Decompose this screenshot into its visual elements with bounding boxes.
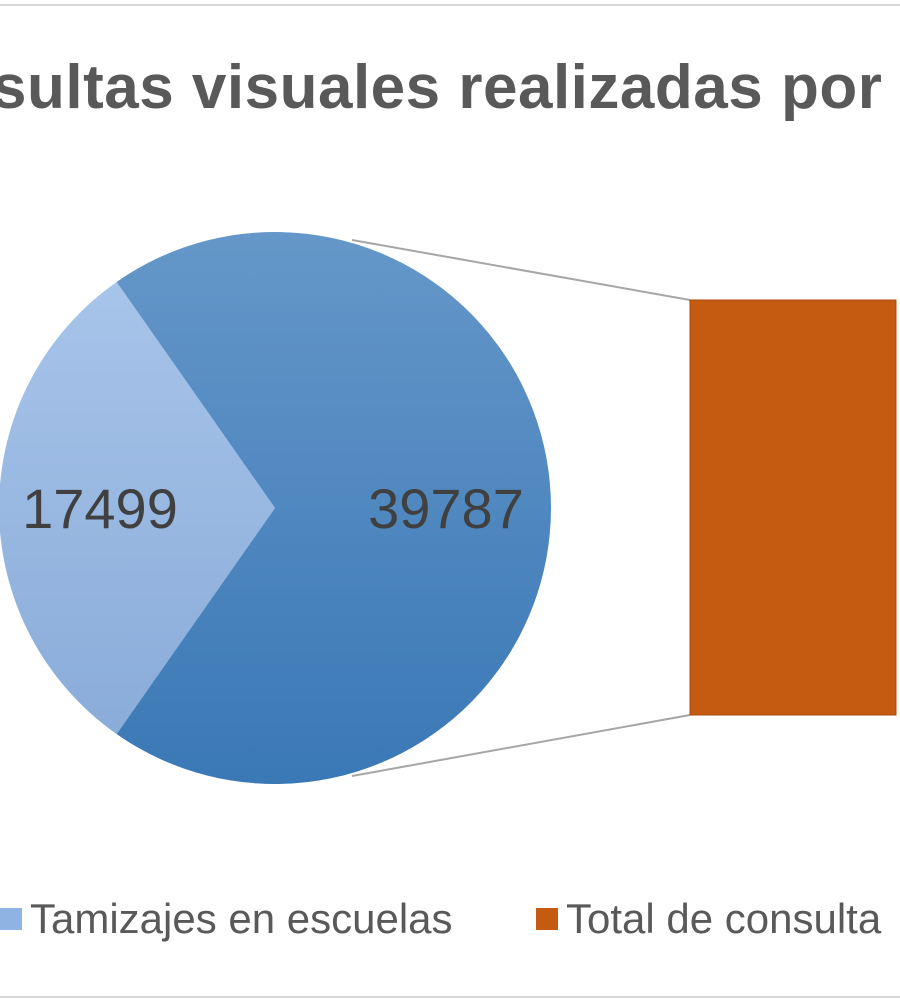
- legend-label-total-consultas: Total de consulta: [566, 895, 882, 942]
- chart-border-top: [0, 4, 900, 6]
- legend-swatch-total-consultas: [536, 908, 558, 930]
- chart-border-bottom: [0, 996, 900, 998]
- legend-item-total-consultas[interactable]: Total de consulta: [536, 895, 881, 943]
- data-label-39787: 39787: [368, 477, 524, 540]
- connector-line-top: [351, 239, 691, 301]
- data-label-17499: 17499: [22, 477, 178, 540]
- legend: Tamizajes en escuelas Total de consulta: [0, 895, 900, 955]
- pie-slice-main[interactable]: [116, 232, 552, 784]
- connector-line-bottom: [351, 714, 691, 777]
- pie-slice-tamizajes[interactable]: [0, 281, 275, 735]
- chart-title: sultas visuales realizadas por I: [0, 53, 900, 122]
- legend-item-tamizajes[interactable]: Tamizajes en escuelas: [0, 895, 453, 943]
- legend-swatch-tamizajes: [0, 908, 22, 930]
- legend-label-tamizajes: Tamizajes en escuelas: [30, 895, 453, 942]
- secondary-bar-total-consultas[interactable]: [689, 299, 897, 716]
